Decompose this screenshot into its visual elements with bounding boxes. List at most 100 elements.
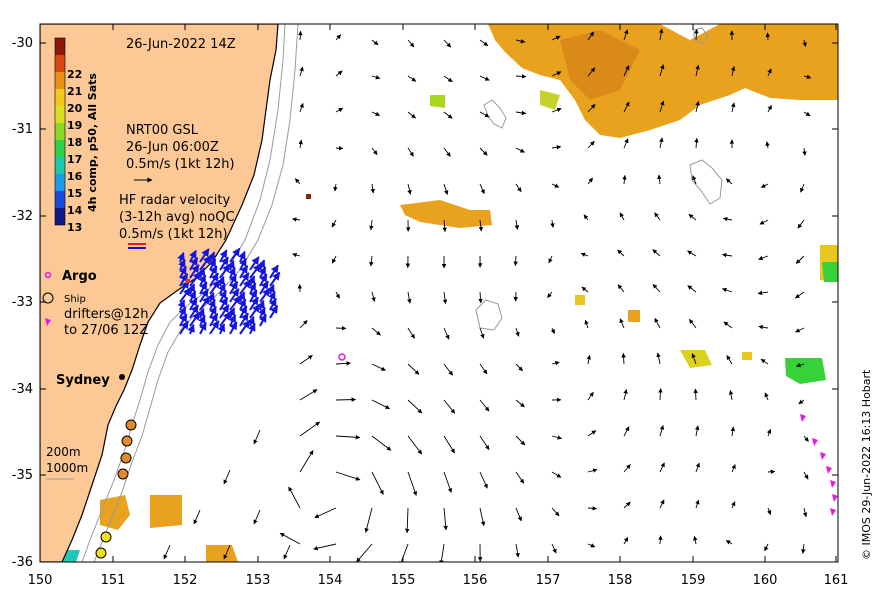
current-arrow — [331, 219, 337, 228]
current-arrow — [442, 291, 448, 305]
hf-arrow — [249, 296, 259, 311]
hf-arrow — [259, 313, 267, 327]
island-outline-d — [693, 27, 709, 45]
current-arrow — [586, 354, 592, 365]
hf-arrow — [249, 303, 261, 319]
current-arrow — [758, 324, 769, 330]
hf-arrow — [179, 280, 190, 295]
city-label: Sydney — [56, 373, 110, 388]
current-arrow — [688, 213, 697, 221]
current-arrow — [407, 291, 412, 304]
current-arrow — [515, 435, 526, 446]
hf-arrow — [187, 323, 195, 335]
drifter-marker — [120, 452, 132, 464]
hf-arrow — [209, 320, 220, 335]
current-arrow — [725, 178, 733, 185]
current-arrow — [656, 352, 661, 365]
current-arrow — [364, 507, 373, 533]
current-arrow — [654, 212, 661, 221]
svg-text:to 27/06 12Z: to 27/06 12Z — [64, 323, 148, 338]
current-arrow — [693, 388, 698, 401]
current-arrow — [298, 30, 303, 41]
current-arrow — [515, 327, 520, 337]
hf-arrow — [249, 256, 260, 271]
sst-patch-yellow-a — [540, 90, 560, 110]
current-arrow — [803, 435, 809, 442]
current-arrow — [253, 429, 261, 445]
drifter-marker — [125, 419, 137, 431]
current-arrow — [514, 219, 520, 230]
current-arrow — [800, 183, 805, 193]
current-arrow — [694, 137, 699, 149]
current-arrow — [299, 320, 308, 329]
hf-arrow — [179, 320, 189, 335]
current-arrow — [407, 111, 416, 119]
colorbar-title: 4h comp, p50, All Sats — [86, 73, 99, 212]
current-arrow — [407, 399, 423, 414]
svg-text:NRT00 GSL: NRT00 GSL — [126, 123, 199, 138]
magenta-drifter-tracks — [800, 414, 838, 516]
current-arrow — [731, 464, 736, 473]
current-arrow — [587, 140, 595, 149]
drifter-legend-icon — [45, 318, 51, 326]
hf-arrow — [179, 273, 189, 287]
sst-patches — [56, 24, 838, 562]
ship-legend-icon — [42, 292, 54, 304]
current-arrow — [443, 147, 451, 157]
current-arrow — [798, 399, 805, 405]
current-arrow — [759, 219, 769, 225]
current-arrow — [623, 501, 631, 509]
argo-float-marker — [338, 353, 346, 361]
current-arrow — [294, 178, 301, 185]
current-arrow — [479, 471, 488, 489]
current-arrow — [369, 219, 374, 231]
current-arrow — [692, 175, 697, 185]
svg-text:-33: -33 — [12, 295, 33, 310]
svg-text:200m: 200m — [46, 445, 81, 459]
svg-text:drifters@12h: drifters@12h — [64, 307, 149, 322]
current-arrow — [731, 102, 736, 113]
current-arrow — [547, 291, 553, 298]
current-arrow — [335, 471, 361, 481]
current-arrow — [550, 219, 555, 228]
current-arrow — [407, 75, 417, 82]
current-arrow — [371, 399, 391, 410]
hf-radar-arrows — [177, 247, 281, 335]
svg-text:26-Jun 06:00Z: 26-Jun 06:00Z — [126, 140, 219, 155]
current-arrow — [587, 31, 595, 41]
current-arrow — [443, 435, 455, 454]
current-arrow — [797, 219, 805, 229]
svg-text:HF radar velocity: HF radar velocity — [119, 193, 231, 208]
hf-arrow — [229, 281, 239, 295]
hf-arrow — [239, 319, 251, 335]
current-arrow — [767, 105, 772, 113]
current-arrow — [513, 255, 518, 267]
current-arrow — [617, 249, 625, 257]
hf-arrow — [199, 248, 210, 263]
current-arrow — [659, 424, 665, 437]
current-arrow — [687, 250, 697, 257]
hf-arrow — [189, 311, 201, 327]
current-arrow — [313, 543, 337, 551]
current-arrow — [335, 434, 361, 440]
svg-text:161: 161 — [824, 573, 849, 588]
current-arrow — [721, 287, 733, 293]
current-arrow — [587, 506, 598, 511]
svg-text:14: 14 — [67, 204, 83, 217]
current-arrow — [766, 428, 772, 437]
hf-arrow — [269, 271, 281, 287]
svg-text:15: 15 — [67, 187, 82, 200]
current-arrow — [407, 39, 415, 48]
current-arrow — [288, 486, 301, 509]
svg-text:0.5m/s (1kt 12h): 0.5m/s (1kt 12h) — [126, 157, 235, 172]
current-arrow — [765, 32, 771, 41]
australia-landmass — [40, 24, 279, 562]
x-axis-labels: 150 151 152 153 154 155 156 157 158 159 … — [28, 573, 849, 588]
current-arrow — [371, 39, 379, 46]
current-arrow — [223, 469, 231, 485]
current-arrow — [479, 75, 490, 81]
svg-text:-34: -34 — [12, 382, 33, 397]
island-outline-c — [689, 159, 723, 205]
current-arrow — [335, 34, 342, 41]
